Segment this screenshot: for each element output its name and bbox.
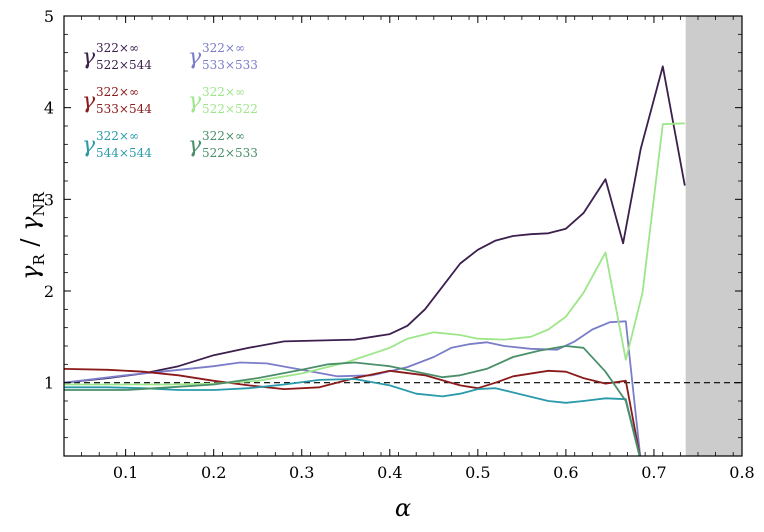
x-tick-label: 0.7 bbox=[641, 463, 666, 482]
legend-symbol: γ bbox=[188, 89, 202, 114]
series-line-522×544 bbox=[64, 65, 686, 384]
x-tick-label: 0.5 bbox=[465, 463, 490, 482]
y-tick-label: 4 bbox=[44, 99, 54, 118]
legend-subscript: 522×544 bbox=[96, 58, 152, 72]
series-line-544×544 bbox=[64, 378, 641, 456]
series-line-533×544 bbox=[64, 368, 641, 456]
legend-symbol: γ bbox=[188, 133, 202, 158]
legend-symbol: γ bbox=[82, 45, 96, 70]
y-tick-label: 1 bbox=[44, 374, 54, 393]
legend-entry-522×522: γ 322×∞ 522×522 bbox=[188, 85, 258, 116]
x-tick-label: 0.4 bbox=[377, 463, 402, 482]
legend-entry-533×544: γ 322×∞ 533×544 bbox=[82, 85, 152, 116]
legend-symbol: γ bbox=[82, 133, 96, 158]
x-axis-title: α bbox=[395, 494, 411, 522]
legend-superscript: 322×∞ bbox=[96, 85, 139, 99]
x-tick-label: 0.8 bbox=[729, 463, 754, 482]
legend-subscript: 522×533 bbox=[202, 146, 258, 160]
legend-entry-544×544: γ 322×∞ 544×544 bbox=[82, 129, 152, 160]
x-tick-label: 0.3 bbox=[289, 463, 314, 482]
series-line-522×533 bbox=[64, 345, 641, 456]
legend-subscript: 544×544 bbox=[96, 146, 152, 160]
y-tick-label: 3 bbox=[44, 190, 54, 209]
legend-subscript: 522×522 bbox=[202, 102, 258, 116]
y-tick-label: 5 bbox=[44, 7, 54, 26]
legend-superscript: 322×∞ bbox=[202, 85, 245, 99]
y-axis-title: γR / γNR bbox=[16, 191, 48, 279]
legend-superscript: 322×∞ bbox=[202, 41, 245, 55]
legend-superscript: 322×∞ bbox=[96, 129, 139, 143]
x-tick-label: 0.1 bbox=[113, 463, 138, 482]
y-tick-label: 2 bbox=[44, 282, 54, 301]
x-tick-label: 0.2 bbox=[201, 463, 226, 482]
x-tick-label: 0.6 bbox=[553, 463, 578, 482]
legend-symbol: γ bbox=[188, 45, 202, 70]
series-line-533×533 bbox=[64, 320, 642, 456]
legend-subscript: 533×544 bbox=[96, 102, 152, 116]
legend-entry-533×533: γ 322×∞ 533×533 bbox=[188, 41, 258, 72]
legend-entry-522×544: γ 322×∞ 522×544 bbox=[82, 41, 152, 72]
legend-symbol: γ bbox=[82, 89, 96, 114]
excluded-region bbox=[685, 16, 742, 456]
y-axis-title-text: γR / γNR bbox=[16, 191, 48, 279]
legend-superscript: 322×∞ bbox=[202, 129, 245, 143]
legend-superscript: 322×∞ bbox=[96, 41, 139, 55]
legend-subscript: 533×533 bbox=[202, 58, 258, 72]
legend-entry-522×533: γ 322×∞ 522×533 bbox=[188, 129, 258, 160]
